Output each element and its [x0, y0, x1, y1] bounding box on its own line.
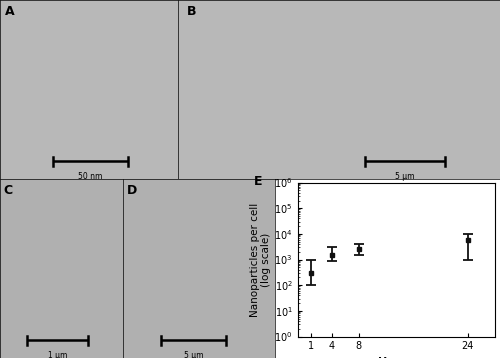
Text: A: A — [6, 5, 15, 18]
Text: 5 μm: 5 μm — [184, 351, 203, 358]
Y-axis label: Nanoparticles per cell
(log scale): Nanoparticles per cell (log scale) — [250, 202, 272, 317]
Text: E: E — [254, 175, 262, 188]
Text: D: D — [127, 184, 138, 197]
Text: 5 μm: 5 μm — [395, 172, 414, 181]
Text: C: C — [4, 184, 13, 197]
Text: 50 nm: 50 nm — [78, 172, 102, 181]
Text: B: B — [187, 5, 196, 18]
X-axis label: Hours: Hours — [378, 357, 414, 358]
Text: 1 μm: 1 μm — [48, 351, 68, 358]
